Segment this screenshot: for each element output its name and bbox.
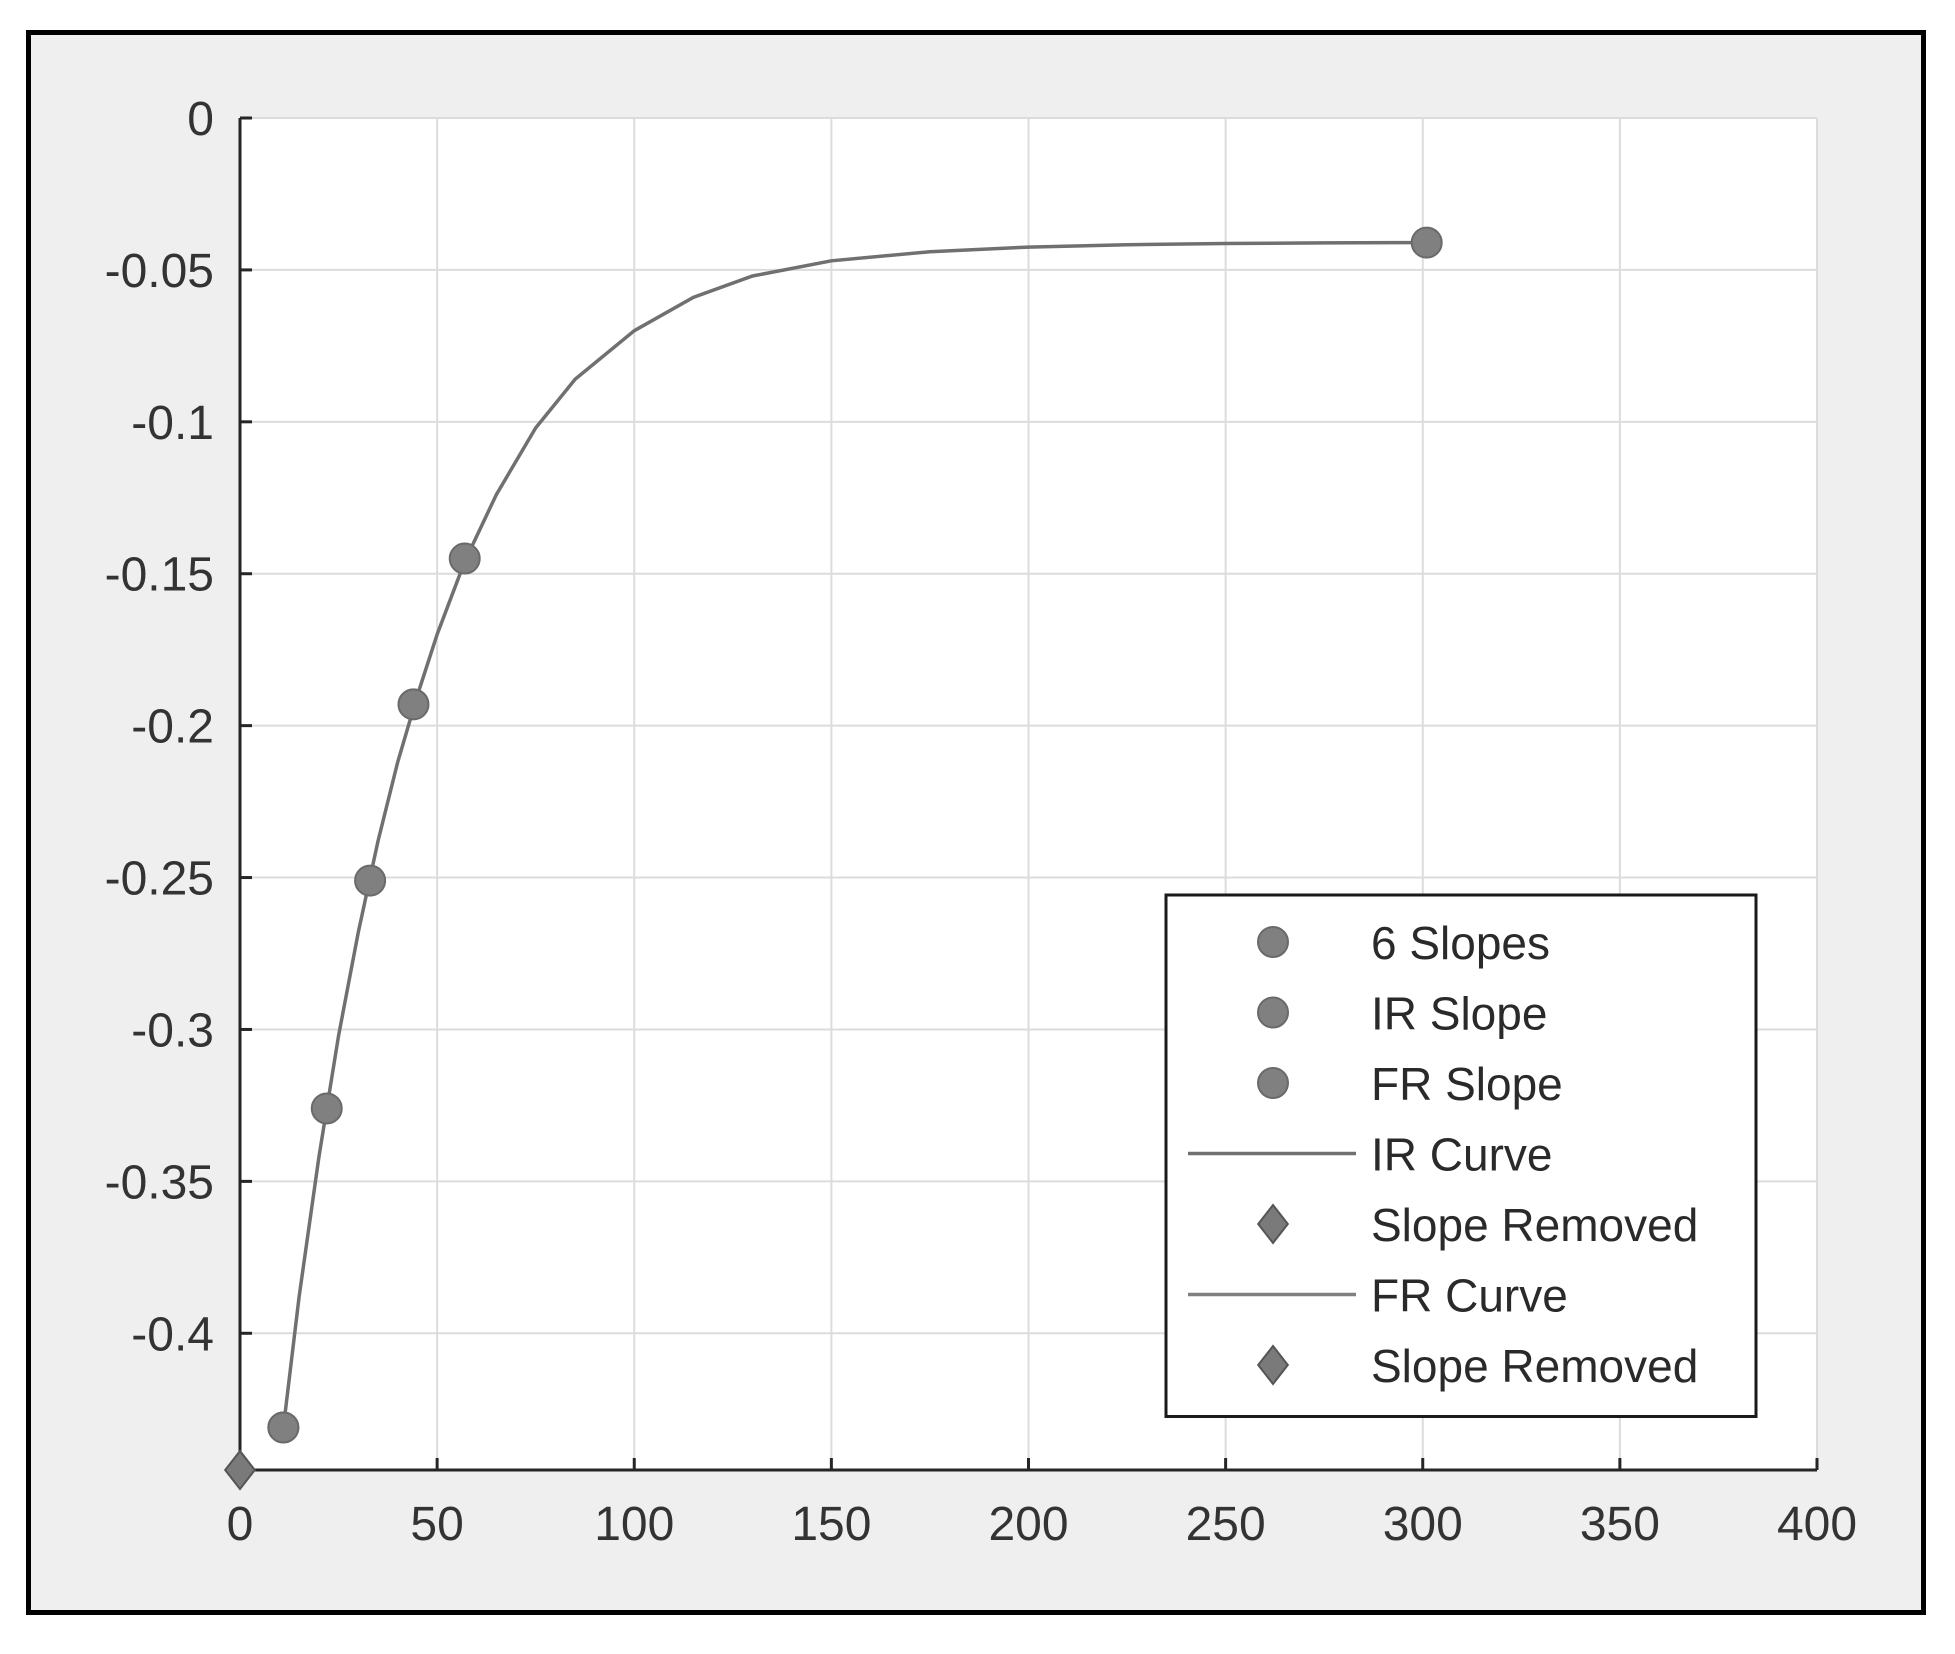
y-tick-label: 0 [187, 93, 214, 146]
legend-label: IR Curve [1371, 1129, 1552, 1181]
data-point-0-4 [448, 542, 481, 575]
legend-label: Slope Removed [1371, 1340, 1698, 1392]
y-tick-label: -0.35 [105, 1156, 214, 1209]
data-point-0-2 [354, 864, 387, 897]
y-tick-label: -0.15 [105, 549, 214, 602]
data-point-1-0 [267, 1411, 300, 1444]
legend-label: FR Curve [1371, 1270, 1568, 1322]
y-tick-label: -0.2 [131, 701, 214, 754]
series-layer [223, 226, 1443, 1491]
grid [239, 117, 1818, 1470]
x-tick-label: 150 [791, 1498, 871, 1551]
y-tick-label: -0.1 [131, 397, 214, 450]
axes [238, 116, 1819, 1472]
legend-label: Slope Removed [1371, 1199, 1698, 1251]
legend-label: 6 Slopes [1371, 917, 1550, 969]
data-point-0-1 [310, 1092, 343, 1125]
legend: 6 Slopes IR Slope FR Slope IR Curve Slope Re… [1164, 893, 1758, 1418]
x-tick-label: 400 [1777, 1498, 1857, 1551]
x-tick-label: 50 [410, 1498, 463, 1551]
y-tick-label: -0.25 [105, 853, 214, 906]
y-tick-label: -0.4 [131, 1308, 214, 1361]
tick-labels: 0 50 100 150 200 250 300 350 400 0 -0.05 -0.1 -0.15 -… [105, 93, 1857, 1551]
data-point-2-0 [1410, 226, 1443, 259]
x-tick-label: 0 [227, 1498, 254, 1551]
x-tick-label: 100 [594, 1498, 674, 1551]
legend-marker-swatch [1257, 1067, 1289, 1099]
data-point-0-3 [397, 688, 430, 721]
legend-label: IR Slope [1371, 988, 1547, 1040]
y-tick-label: -0.05 [105, 245, 214, 298]
legend-marker-swatch [1256, 1203, 1290, 1245]
x-tick-label: 250 [1186, 1498, 1266, 1551]
x-tick-label: 350 [1580, 1498, 1660, 1551]
legend-marker-swatch [1256, 1344, 1290, 1386]
legend-label: FR Slope [1371, 1058, 1563, 1110]
y-tick-label: -0.3 [131, 1004, 214, 1057]
legend-box [1164, 893, 1758, 1418]
series-line-3 [281, 240, 1427, 1428]
x-tick-label: 200 [988, 1498, 1068, 1551]
legend-marker-swatch [1257, 926, 1289, 958]
legend-marker-swatch [1257, 996, 1289, 1029]
data-point-4-0 [223, 1449, 257, 1491]
x-tick-label: 300 [1383, 1498, 1463, 1551]
